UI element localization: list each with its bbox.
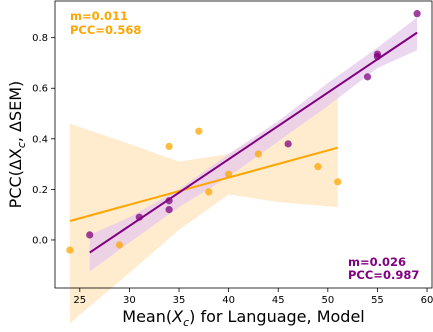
y-tick-label: 0.4 [32,134,48,145]
y-axis-ticks: 0.0 0.2 0.4 0.6 0.8 [32,33,55,246]
data-point-0-5 [225,170,233,178]
confidence-band-1 [89,17,418,272]
x-tick-label: 30 [123,295,136,306]
x-axis-label: Mean(Xc) for Language, Model [122,307,364,329]
y-tick-label: 0.6 [32,84,48,95]
data-point-1-8 [413,10,421,18]
y-axis-label-suffix: , ΔSEM) [6,81,25,142]
data-point-1-3 [165,197,173,205]
data-point-1-4 [284,140,292,148]
data-point-1-5 [363,73,372,81]
data-point-1-0 [86,231,94,239]
x-axis-label-sub: c [183,316,189,329]
data-point-0-4 [205,188,213,196]
x-tick-label: 50 [321,295,334,306]
data-point-0-3 [195,127,203,135]
x-axis-label-suffix: ) for Language, Model [189,307,365,326]
x-tick-label: 55 [371,295,384,306]
y-axis-label-sub: c [15,142,28,148]
purple-pcc-annotation: PCC=0.987 [348,268,419,282]
y-axis-label: PCC(ΔXc, ΔSEM) [6,81,28,209]
x-tick-label: 45 [272,295,285,306]
x-tick-label: 60 [421,295,433,306]
x-tick-label: 25 [73,295,86,306]
data-points [66,10,421,254]
x-tick-label: 35 [173,295,186,306]
confidence-band-0 [69,88,338,324]
data-point-0-2 [165,142,173,150]
x-axis-label-var: X [171,307,184,326]
plot-frame [54,0,433,289]
x-axis-ticks: 25 30 35 40 45 50 55 60 [73,288,433,306]
data-point-0-8 [334,178,342,186]
data-point-0-7 [314,163,322,171]
y-tick-label: 0.0 [32,235,48,246]
data-point-0-1 [115,241,124,249]
y-tick-label: 0.2 [32,185,48,196]
data-point-0-0 [66,246,74,254]
x-tick-label: 40 [222,295,235,306]
data-point-0-6 [254,150,262,158]
data-point-1-2 [165,206,173,214]
y-axis-label-prefix: PCC(ΔX [6,148,25,208]
fit-line-0 [69,146,339,222]
fit-lines [69,31,418,254]
y-tick-label: 0.8 [32,33,48,44]
data-point-1-7 [373,50,382,58]
fit-line-1 [89,31,418,254]
data-point-1-1 [135,213,143,221]
orange-slope-annotation: m=0.011 [70,9,128,23]
x-axis-label-prefix: Mean( [122,307,172,326]
purple-slope-annotation: m=0.026 [348,255,406,269]
orange-pcc-annotation: PCC=0.568 [70,23,141,37]
